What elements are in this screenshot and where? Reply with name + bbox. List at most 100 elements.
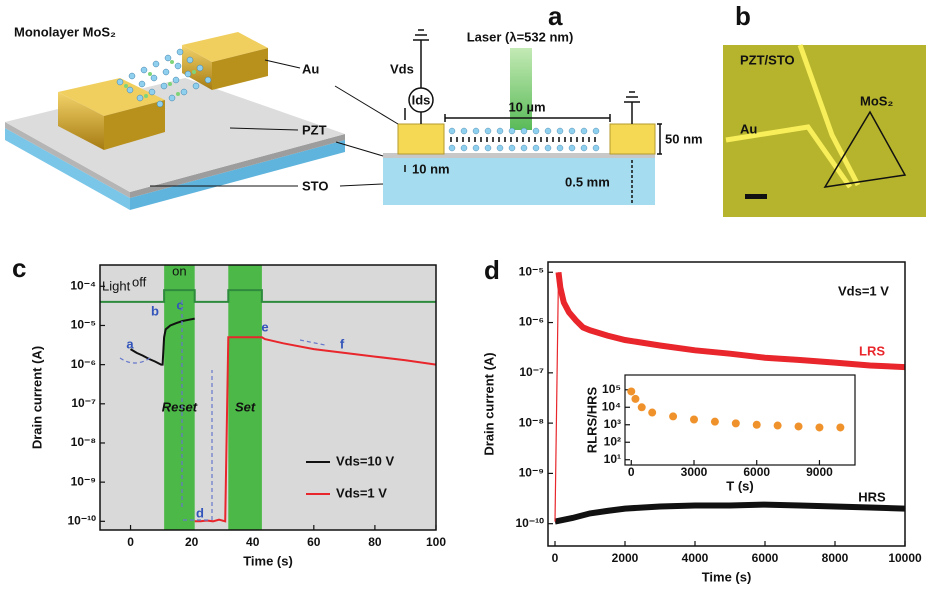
- y-tick-label: 10⁻⁵: [519, 264, 544, 278]
- x-tick-label: 10000: [888, 551, 922, 565]
- label: Au: [302, 61, 319, 76]
- x-tick-label: 8000: [822, 551, 849, 565]
- point: [731, 419, 740, 428]
- point: [710, 417, 719, 426]
- x-tick-label: 0: [628, 465, 635, 479]
- y-tick-label: 10⁻¹⁰: [68, 513, 97, 527]
- point: [669, 412, 678, 421]
- x-tick-label: 0: [127, 535, 134, 549]
- y-tick-label: 10⁵: [602, 382, 621, 396]
- x-tick-label: 40: [246, 535, 260, 549]
- y-axis-label: Drain current (A): [481, 352, 496, 455]
- y-axis-label: Drain current (A): [29, 346, 44, 449]
- light-state: on: [172, 263, 186, 278]
- light-state: off: [132, 274, 147, 289]
- y-tick-label: 10⁻⁴: [70, 278, 96, 292]
- annotation: Vds=1 V: [838, 283, 889, 298]
- point-label: b: [151, 303, 159, 318]
- y-tick-label: 10⁻⁹: [519, 466, 544, 480]
- x-tick-label: 100: [426, 535, 446, 549]
- label: Vds: [390, 61, 414, 76]
- point: [794, 422, 803, 431]
- region: [228, 265, 262, 530]
- y-tick-label: 10⁻⁹: [71, 474, 96, 488]
- point: [637, 403, 646, 412]
- point-label: f: [340, 336, 345, 351]
- light-label: Light: [102, 278, 131, 293]
- plot-background: [100, 265, 436, 530]
- device-3d: [5, 32, 345, 210]
- y-tick-label: 10²: [604, 434, 621, 448]
- point: [627, 387, 636, 396]
- x-tick-label: 80: [368, 535, 382, 549]
- y-tick-label: 10⁻⁷: [519, 365, 544, 379]
- cross-section: [334, 29, 662, 205]
- legend-label: Vds=10 V: [336, 453, 395, 468]
- label: 50 nm: [665, 131, 703, 146]
- axis-frame: [624, 374, 856, 466]
- point: [773, 421, 782, 430]
- x-tick-label: 0: [552, 551, 559, 565]
- point: [631, 394, 640, 403]
- x-tick-label: 6000: [743, 465, 770, 479]
- point: [836, 423, 845, 432]
- y-axis-label: RLRS/HRS: [584, 386, 599, 453]
- label: 10 nm: [412, 161, 450, 176]
- arrow: [299, 339, 326, 346]
- x-axis-label: Time (s): [702, 569, 752, 584]
- x-tick-label: 20: [185, 535, 199, 549]
- label: Monolayer MoS₂: [14, 24, 116, 39]
- x-axis-label: Time (s): [243, 553, 293, 568]
- axis-frame: [99, 264, 437, 531]
- label: Ids: [412, 92, 431, 107]
- x-axis-label: T (s): [726, 478, 753, 493]
- series-label: HRS: [858, 489, 886, 504]
- x-tick-label: 2000: [612, 551, 639, 565]
- series-label: LRS: [859, 343, 885, 358]
- label: STO: [302, 178, 329, 193]
- series-line: [555, 271, 906, 371]
- x-tick-label: 9000: [806, 465, 833, 479]
- point: [648, 408, 657, 417]
- series-line: [194, 336, 437, 523]
- micrograph: [723, 44, 926, 217]
- y-tick-label: 10⁻⁷: [71, 396, 96, 410]
- transition-line: [554, 272, 560, 522]
- label: PZT/STO: [740, 52, 795, 67]
- label: Au: [740, 121, 757, 136]
- point-label: a: [126, 336, 134, 351]
- y-tick-label: 10¹: [604, 452, 621, 466]
- label: MoS₂: [860, 93, 893, 108]
- panel-label: d: [484, 255, 500, 285]
- arrow: [119, 357, 151, 364]
- region: [164, 265, 195, 530]
- y-tick-label: 10⁴: [602, 399, 621, 413]
- panel-label: b: [735, 1, 751, 31]
- label: PZT: [302, 122, 327, 137]
- label: 0.5 mm: [565, 174, 610, 189]
- panel-label: c: [12, 253, 26, 283]
- x-tick-label: 3000: [681, 465, 708, 479]
- point: [752, 420, 761, 429]
- point-label: c: [176, 297, 183, 312]
- point: [815, 423, 824, 432]
- region-label: Reset: [162, 399, 198, 414]
- y-tick-label: 10⁻⁸: [71, 435, 96, 449]
- point: [690, 415, 698, 424]
- x-tick-label: 4000: [682, 551, 709, 565]
- point-label: d: [196, 505, 204, 520]
- point-label: e: [261, 319, 268, 334]
- legend-label: Vds=1 V: [336, 485, 387, 500]
- region-label: Set: [235, 399, 256, 414]
- y-tick-label: 10⁻⁶: [519, 315, 544, 329]
- inset-background: [625, 375, 855, 465]
- y-tick-label: 10⁻⁶: [71, 357, 96, 371]
- axis-frame: [547, 261, 906, 547]
- y-tick-label: 10⁻¹⁰: [516, 516, 545, 530]
- x-tick-label: 60: [307, 535, 321, 549]
- y-tick-label: 10⁻⁵: [71, 318, 96, 332]
- y-tick-label: 10⁻⁸: [519, 415, 544, 429]
- panel-label: a: [548, 1, 563, 31]
- x-tick-label: 6000: [752, 551, 779, 565]
